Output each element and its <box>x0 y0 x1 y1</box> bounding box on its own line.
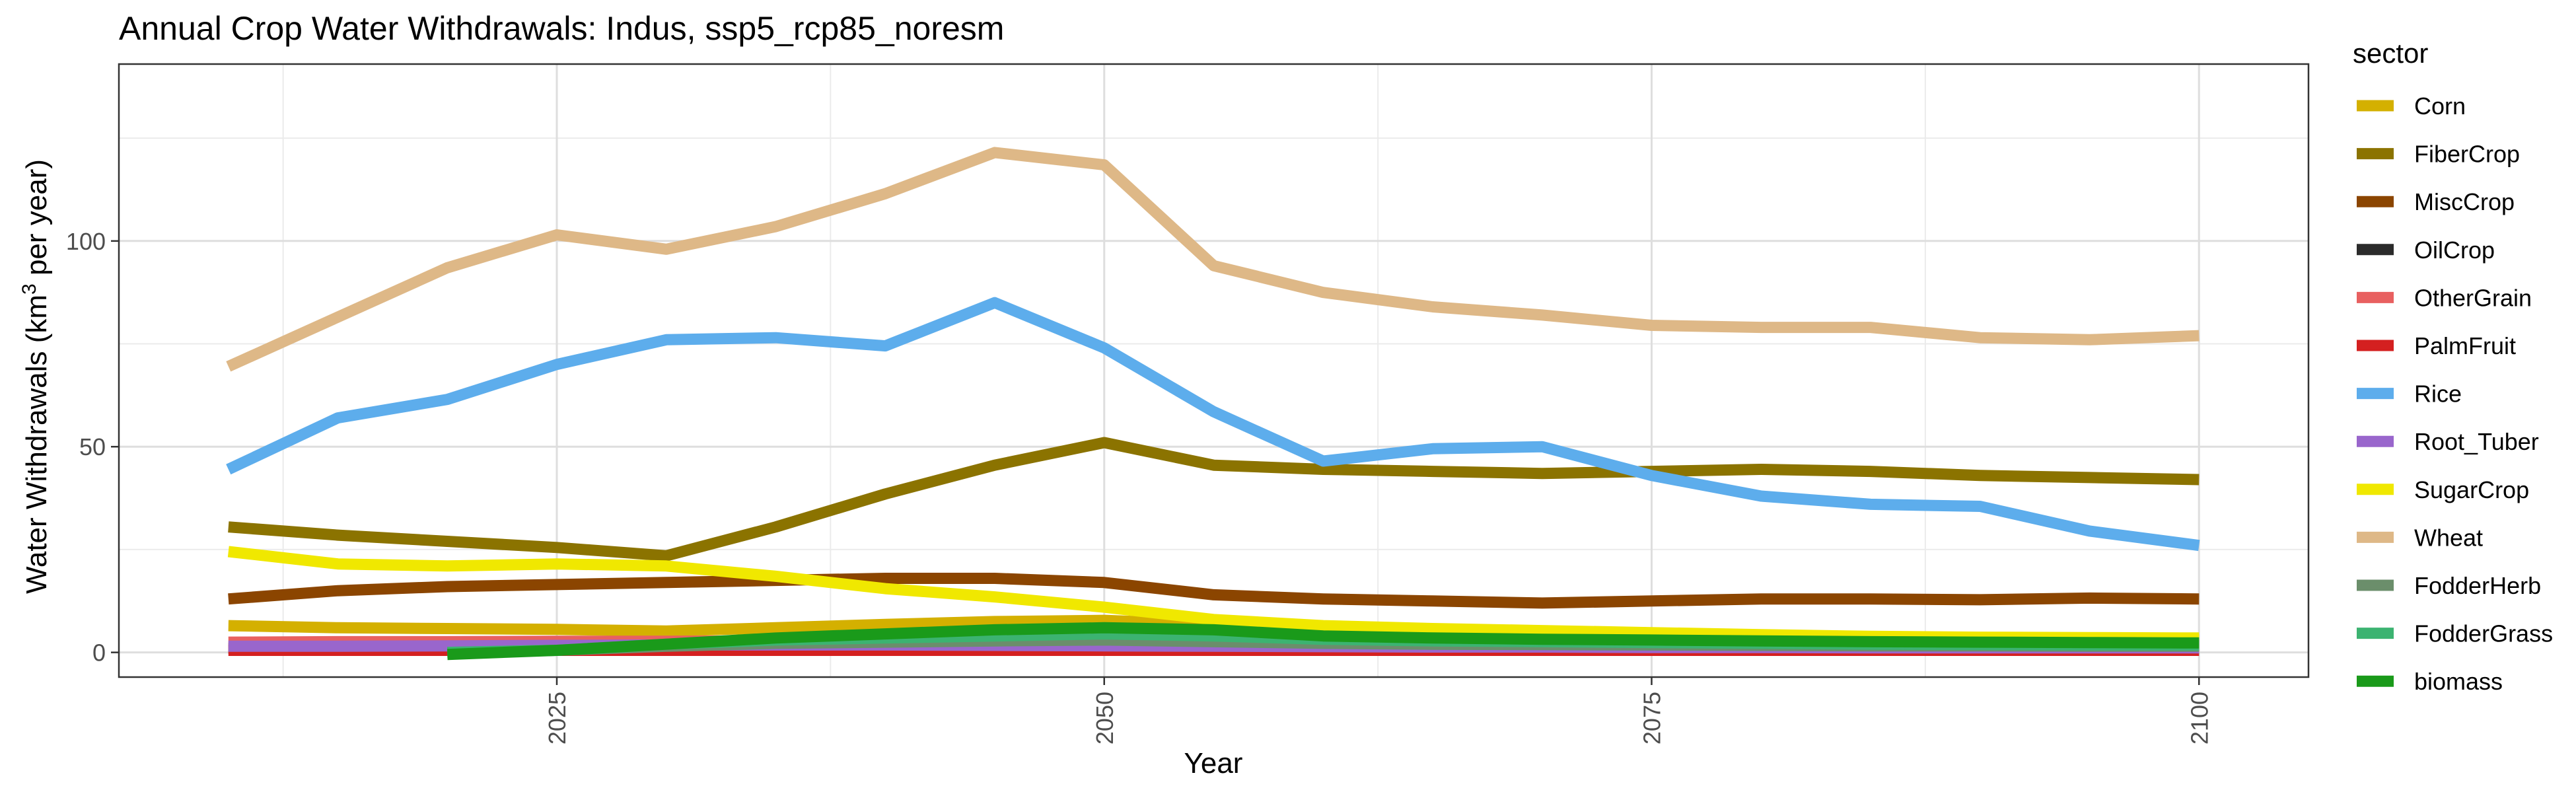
plot-panel <box>119 64 2308 677</box>
y-axis-label-tail: per year) <box>20 159 53 283</box>
y-axis-label-main: Water Withdrawals (km <box>20 295 53 594</box>
x-tick-label: 2100 <box>2186 692 2213 744</box>
legend-label-sugarcrop: SugarCrop <box>2414 476 2529 503</box>
series-line-misccrop <box>228 573 2200 609</box>
chart-title: Annual Crop Water Withdrawals: Indus, ss… <box>119 10 1004 47</box>
series-line-wheat <box>226 147 2200 372</box>
y-tick-label: 0 <box>92 639 106 667</box>
legend-label-foddergrass: FodderGrass <box>2414 620 2553 647</box>
series-line-rice <box>226 297 2200 552</box>
legend-label-corn: Corn <box>2414 92 2466 120</box>
legend-label-oilcrop: OilCrop <box>2414 236 2495 264</box>
legend-label-othergrain: OtherGrain <box>2414 284 2532 311</box>
legend-label-root-tuber: Root_Tuber <box>2414 428 2539 455</box>
x-tick-label: 2025 <box>544 692 571 744</box>
legend-label-rice: Rice <box>2414 380 2462 408</box>
legend-label-fodderherb: FodderHerb <box>2414 572 2541 599</box>
y-tick-label: 100 <box>66 228 106 255</box>
y-axis-label-superscript: 3 <box>18 283 40 295</box>
series-line-biomass <box>447 622 2200 661</box>
series-line-fibercrop <box>228 437 2200 561</box>
x-tick-label: 2075 <box>1639 692 1666 744</box>
legend-label-misccrop: MiscCrop <box>2414 188 2515 215</box>
x-axis-label: Year <box>1184 747 1243 779</box>
plot-area: 0 50 100 2025 2050 2075 2100 <box>66 63 2310 744</box>
x-tick-label: 2050 <box>1091 692 1118 744</box>
y-tick-label: 50 <box>79 433 106 460</box>
legend-label-palmfruit: PalmFruit <box>2414 332 2516 359</box>
legend-label-biomass: biomass <box>2414 668 2503 695</box>
legend: sector Corn FiberCrop MiscCrop OilCrop Other… <box>2353 38 2553 695</box>
legend-title: sector <box>2353 38 2428 69</box>
legend-label-wheat: Wheat <box>2414 524 2483 551</box>
y-axis-label: Water Withdrawals (km3 per year) <box>18 159 53 594</box>
legend-label-fibercrop: FiberCrop <box>2414 141 2520 168</box>
plot-border <box>118 63 2310 678</box>
